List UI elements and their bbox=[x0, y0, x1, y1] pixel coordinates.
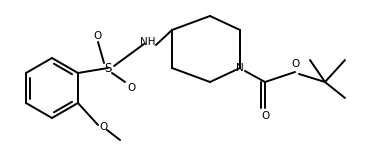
Text: O: O bbox=[94, 31, 102, 41]
Text: O: O bbox=[261, 111, 269, 121]
Text: S: S bbox=[104, 62, 112, 74]
Text: O: O bbox=[127, 83, 135, 93]
Text: O: O bbox=[291, 59, 299, 69]
Text: N: N bbox=[236, 63, 244, 73]
Text: NH: NH bbox=[140, 37, 156, 47]
Text: O: O bbox=[99, 122, 107, 132]
